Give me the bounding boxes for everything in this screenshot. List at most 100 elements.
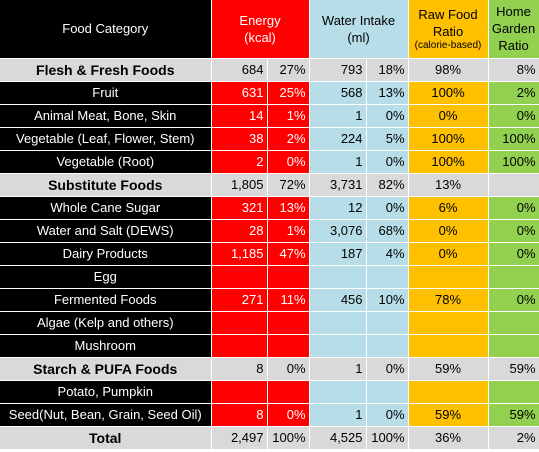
cell-garden-ratio — [488, 334, 539, 358]
cell-garden-ratio: 2% — [488, 81, 539, 105]
cell-energy-pct: 72% — [267, 173, 310, 197]
cell-raw-ratio: 59% — [408, 357, 489, 381]
cell-energy: 8 — [211, 357, 268, 381]
table-row: Vegetable (Leaf, Flower, Stem) 38 2% 224 5% 1… — [0, 127, 539, 151]
cell-energy — [211, 265, 268, 289]
table-row: Seed(Nut, Bean, Grain, Seed Oil) 8 0% 1 0% 59… — [0, 403, 539, 427]
table-row: Dairy Products 1,185 47% 187 4% 0% 0% — [0, 242, 539, 266]
cell-energy: 14 — [211, 104, 268, 128]
cell-energy: 8 — [211, 403, 268, 427]
cell-water: 1 — [309, 150, 367, 174]
cell-energy: 28 — [211, 219, 268, 243]
table-row: Total 2,497 100% 4,525 100% 36% 2% — [0, 426, 539, 450]
cell-garden-ratio — [488, 311, 539, 335]
cell-category: Water and Salt (DEWS) — [0, 219, 212, 243]
cell-energy — [211, 380, 268, 404]
header-garden-line1: Home — [496, 4, 531, 20]
cell-water-pct: 10% — [366, 288, 409, 312]
cell-raw-ratio: 100% — [408, 81, 489, 105]
cell-raw-ratio: 100% — [408, 150, 489, 174]
cell-energy: 2 — [211, 150, 268, 174]
header-raw-note: (calorie-based) — [414, 39, 482, 51]
cell-energy-pct: 0% — [267, 403, 310, 427]
cell-water-pct: 82% — [366, 173, 409, 197]
cell-garden-ratio: 0% — [488, 104, 539, 128]
header-raw-line1: Raw Food — [418, 6, 478, 22]
cell-category: Seed(Nut, Bean, Grain, Seed Oil) — [0, 403, 212, 427]
cell-energy-pct: 47% — [267, 242, 310, 266]
cell-garden-ratio: 100% — [488, 127, 539, 151]
cell-energy-pct: 25% — [267, 81, 310, 105]
cell-raw-ratio: 98% — [408, 58, 489, 82]
cell-water: 12 — [309, 196, 367, 220]
cell-energy: 684 — [211, 58, 268, 82]
cell-raw-ratio: 0% — [408, 242, 489, 266]
cell-category: Whole Cane Sugar — [0, 196, 212, 220]
cell-raw-ratio: 0% — [408, 104, 489, 128]
cell-water — [309, 380, 367, 404]
cell-category: Animal Meat, Bone, Skin — [0, 104, 212, 128]
table-row: Substitute Foods 1,805 72% 3,731 82% 13% — [0, 173, 539, 197]
cell-garden-ratio: 0% — [488, 288, 539, 312]
cell-raw-ratio: 13% — [408, 173, 489, 197]
cell-energy-pct: 100% — [267, 426, 310, 450]
header-water-unit: (ml) — [347, 29, 370, 45]
cell-water-pct: 4% — [366, 242, 409, 266]
cell-energy: 2,497 — [211, 426, 268, 450]
cell-garden-ratio: 0% — [488, 242, 539, 266]
cell-garden-ratio: 0% — [488, 219, 539, 243]
cell-garden-ratio — [488, 173, 539, 197]
cell-water-pct — [366, 265, 409, 289]
cell-garden-ratio — [488, 265, 539, 289]
table-row: Mushroom — [0, 334, 539, 358]
table-row: Fermented Foods 271 11% 456 10% 78% 0% — [0, 288, 539, 312]
cell-water: 1 — [309, 357, 367, 381]
cell-category: Vegetable (Root) — [0, 150, 212, 174]
cell-water: 568 — [309, 81, 367, 105]
cell-category: Fermented Foods — [0, 288, 212, 312]
cell-raw-ratio: 78% — [408, 288, 489, 312]
cell-water — [309, 311, 367, 335]
cell-raw-ratio — [408, 265, 489, 289]
cell-water: 224 — [309, 127, 367, 151]
cell-energy-pct: 0% — [267, 357, 310, 381]
header-garden-line3: Ratio — [498, 38, 529, 54]
cell-water-pct: 0% — [366, 104, 409, 128]
cell-energy: 321 — [211, 196, 268, 220]
cell-water-pct — [366, 380, 409, 404]
header-home-garden-ratio: Home Garden Ratio — [488, 0, 539, 59]
cell-water: 1 — [309, 403, 367, 427]
cell-water: 3,731 — [309, 173, 367, 197]
cell-energy-pct: 2% — [267, 127, 310, 151]
cell-water: 456 — [309, 288, 367, 312]
header-raw-food-ratio: Raw Food Ratio (calorie-based) — [408, 0, 489, 59]
cell-water-pct: 0% — [366, 357, 409, 381]
cell-energy-pct: 13% — [267, 196, 310, 220]
cell-category: Mushroom — [0, 334, 212, 358]
cell-water-pct: 18% — [366, 58, 409, 82]
cell-water-pct: 0% — [366, 150, 409, 174]
cell-energy: 1,185 — [211, 242, 268, 266]
cell-category: Egg — [0, 265, 212, 289]
table-row: Algae (Kelp and others) — [0, 311, 539, 335]
cell-water: 187 — [309, 242, 367, 266]
header-garden-line2: Garden — [491, 21, 536, 37]
cell-water-pct: 0% — [366, 403, 409, 427]
table-row: Vegetable (Root) 2 0% 1 0% 100% 100% — [0, 150, 539, 174]
cell-garden-ratio: 59% — [488, 357, 539, 381]
table-row: Starch & PUFA Foods 8 0% 1 0% 59% 59% — [0, 357, 539, 381]
cell-water-pct: 100% — [366, 426, 409, 450]
table-row: Animal Meat, Bone, Skin 14 1% 1 0% 0% 0% — [0, 104, 539, 128]
cell-water: 793 — [309, 58, 367, 82]
cell-energy-pct: 1% — [267, 104, 310, 128]
cell-category: Flesh & Fresh Foods — [0, 58, 212, 82]
cell-water: 3,076 — [309, 219, 367, 243]
cell-category: Potato, Pumpkin — [0, 380, 212, 404]
cell-raw-ratio: 36% — [408, 426, 489, 450]
cell-energy-pct — [267, 265, 310, 289]
cell-water-pct — [366, 334, 409, 358]
cell-energy — [211, 311, 268, 335]
cell-water: 1 — [309, 104, 367, 128]
cell-raw-ratio: 6% — [408, 196, 489, 220]
cell-water-pct: 13% — [366, 81, 409, 105]
